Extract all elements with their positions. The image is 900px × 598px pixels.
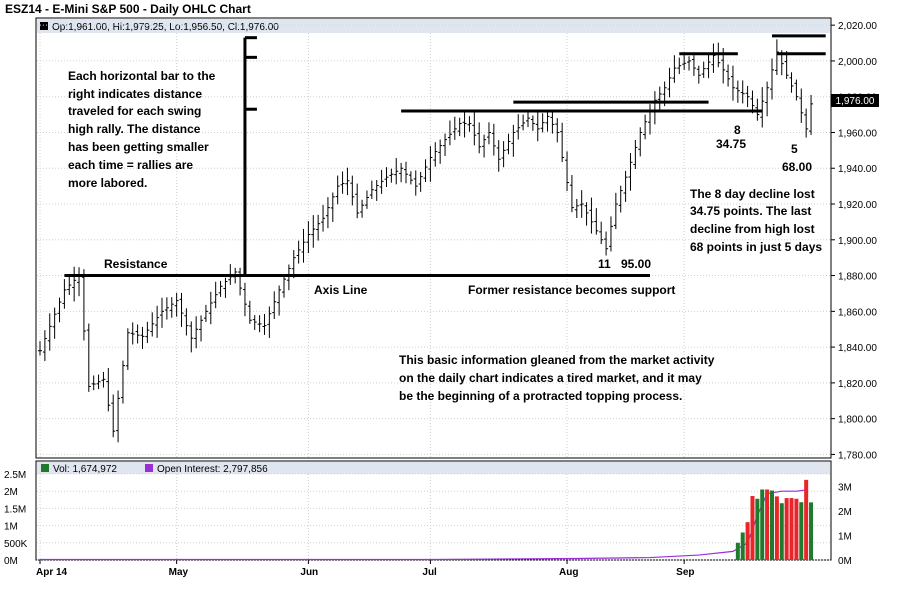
volume-bar: [804, 479, 809, 560]
volume-tick-label: 1M: [4, 522, 18, 533]
volume-legend-bar: [37, 462, 830, 474]
x-tick-label: May: [169, 567, 189, 578]
oi-tick-label: 2M: [838, 507, 852, 518]
x-tick-label: Jun: [300, 567, 318, 578]
vol-legend-marker: [41, 464, 49, 472]
volume-panel: [35, 460, 832, 561]
y-tick-label: 1,960.00: [838, 128, 877, 139]
volume-bar: [740, 532, 745, 560]
volume-bar: [794, 498, 799, 560]
svg-text:1,976.00: 1,976.00: [836, 96, 875, 107]
y-tick-label: 2,000.00: [838, 57, 877, 68]
volume-bar: [755, 498, 760, 560]
x-tick-label: Sep: [676, 567, 694, 578]
oi-legend: Open Interest: 2,797,856: [157, 464, 268, 475]
price-legend-bar: [37, 19, 830, 33]
y-tick-label: 1,920.00: [838, 200, 877, 211]
y-tick-label: 1,940.00: [838, 164, 877, 175]
annotation-decline5-points: 68.00: [782, 160, 812, 174]
y-tick-label: 1,840.00: [838, 343, 877, 354]
annotation-bottom-note: This basic information gleaned from the …: [399, 353, 715, 403]
date-axis: Apr 14 May Jun Jul Aug Sep: [36, 560, 695, 578]
annotation-resistance: Resistance: [104, 257, 168, 271]
y-tick-label: 1,800.00: [838, 415, 877, 426]
annotation-former-resistance: Former resistance becomes support: [468, 283, 675, 297]
volume-bar: [774, 496, 779, 560]
svg-text:has been getting smaller: has been getting smaller: [68, 140, 209, 154]
price-axis: 2,020.002,000.001,980.001,960.001,940.00…: [831, 21, 877, 461]
x-tick-label: Aug: [559, 567, 578, 578]
svg-text:more labored.: more labored.: [68, 176, 147, 190]
open-interest-polyline: [40, 489, 807, 561]
chart-title: ESZ14 - E-Mini S&P 500 - Daily OHLC Char…: [5, 2, 251, 16]
annotation-decline8-points: 34.75: [716, 137, 746, 151]
svg-text:68 points in just 5 days: 68 points in just 5 days: [690, 240, 822, 254]
oi-tick-label: 0M: [838, 556, 852, 567]
annotation-decline8-days: 8: [734, 123, 741, 137]
volume-bars: [735, 479, 814, 560]
svg-text:decline from high lost: decline from high lost: [690, 222, 815, 236]
volume-bar: [745, 522, 750, 560]
last-price-tag: 1,976.00: [831, 94, 879, 107]
svg-text:each time = rallies are: each time = rallies are: [68, 158, 193, 172]
volume-bar: [799, 502, 804, 560]
volume-tick-label: 2.5M: [4, 470, 26, 481]
annotation-right-note: The 8 day decline lost 34.75 points. The…: [690, 187, 822, 254]
volume-bar: [770, 490, 774, 560]
vol-legend: Vol: 1,674,972: [53, 464, 117, 475]
volume-bar: [809, 502, 814, 560]
x-tick-label: Apr 14: [36, 567, 68, 578]
volume-bar: [735, 542, 740, 560]
swing-bars: [64, 34, 826, 278]
annotation-left-note: Each horizontal bar to the right indicat…: [68, 69, 216, 190]
volume-tick-label: 1.5M: [4, 504, 26, 515]
annotation-decline5-days: 5: [791, 142, 798, 156]
volume-tick-label: 0M: [4, 556, 18, 567]
oi-tick-label: 1M: [838, 531, 852, 542]
annotation-low-days: 11: [598, 257, 611, 271]
volume-bar: [789, 498, 794, 560]
volume-tick-label: 500K: [4, 539, 28, 550]
volume-bar: [779, 503, 784, 560]
x-tick-label: Jul: [422, 567, 437, 578]
price-legend: Op:1,961.00, Hi:1,979.25, Lo:1,956.50, C…: [52, 22, 279, 33]
price-panel: [35, 17, 832, 459]
y-tick-label: 2,020.00: [838, 21, 877, 32]
svg-text:be the beginning of a protract: be the beginning of a protracted topping…: [399, 389, 682, 403]
y-tick-label: 1,780.00: [838, 450, 877, 461]
annotation-axis-line: Axis Line: [314, 283, 368, 297]
y-tick-label: 1,880.00: [838, 272, 877, 283]
svg-text:on the daily chart indicates a: on the daily chart indicates a tired mar…: [399, 371, 702, 385]
volume-bar: [760, 489, 765, 560]
volume-axis: 2.5M 2M 1.5M 1M 500K 0M 3M 2M 1M 0M: [4, 470, 852, 567]
svg-text:34.75 points. The last: 34.75 points. The last: [690, 204, 811, 218]
svg-text:high rally. The distance: high rally. The distance: [68, 122, 201, 136]
y-tick-label: 1,860.00: [838, 307, 877, 318]
y-tick-label: 1,820.00: [838, 379, 877, 390]
svg-text:Each horizontal bar to the: Each horizontal bar to the: [68, 69, 216, 83]
volume-bar: [750, 496, 755, 560]
y-tick-label: 1,900.00: [838, 236, 877, 247]
oi-tick-label: 3M: [838, 482, 852, 493]
oi-legend-marker: [145, 464, 153, 472]
volume-tick-label: 2M: [4, 487, 18, 498]
annotation-low-points: 95.00: [621, 257, 651, 271]
volume-bar: [784, 498, 789, 560]
open-interest-line: [40, 489, 807, 561]
svg-text:traveled for each swing: traveled for each swing: [68, 104, 201, 118]
price-legend-marker: [40, 22, 48, 30]
svg-text:The 8 day decline lost: The 8 day decline lost: [690, 187, 815, 201]
volume-bar: [765, 489, 770, 560]
svg-text:right indicates distance: right indicates distance: [68, 87, 202, 101]
svg-text:This basic information gleaned: This basic information gleaned from the …: [399, 353, 715, 367]
